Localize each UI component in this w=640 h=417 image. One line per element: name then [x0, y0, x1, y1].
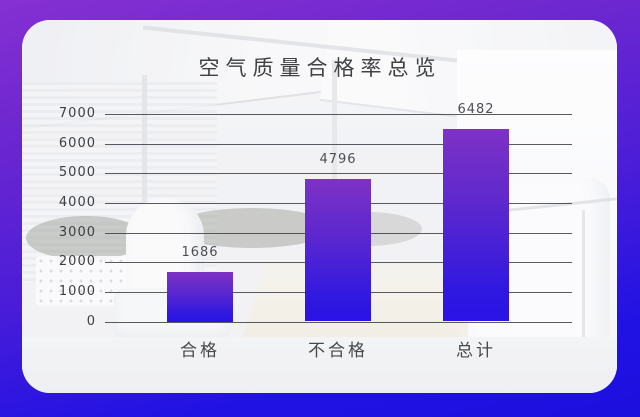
bar-value-label: 1686: [181, 244, 219, 260]
bar-value-label: 6482: [457, 102, 495, 118]
y-axis-tick-label: 0: [86, 313, 96, 329]
photo-floor: [22, 337, 617, 393]
office-photo-background: [22, 20, 617, 393]
category-label: 总计: [456, 341, 496, 361]
bar-value-label: 4796: [319, 152, 357, 168]
category-label: 合格: [180, 341, 220, 361]
y-axis-tick-label: 7000: [58, 106, 96, 121]
chart-title: 空气质量合格率总览: [198, 56, 442, 80]
gridline: [105, 321, 572, 323]
photo-chair-frame-leg: [582, 210, 585, 370]
bar-2: [443, 129, 509, 322]
y-axis-tick-label: 2000: [58, 254, 96, 270]
photo-window-mullion: [332, 60, 337, 260]
y-axis-tick-label: 4000: [58, 194, 96, 210]
y-axis-tick-label: 1000: [58, 283, 96, 299]
category-label: 不合格: [308, 341, 368, 361]
gridline: [105, 143, 572, 145]
y-axis-tick-label: 5000: [58, 165, 96, 181]
photo-window-mullion: [142, 75, 147, 290]
bar-1: [305, 179, 371, 322]
gridline: [105, 173, 572, 175]
y-axis-tick-label: 3000: [58, 224, 96, 240]
bar-0: [167, 271, 233, 322]
y-axis-tick-label: 6000: [58, 135, 96, 151]
gridline: [105, 114, 572, 115]
